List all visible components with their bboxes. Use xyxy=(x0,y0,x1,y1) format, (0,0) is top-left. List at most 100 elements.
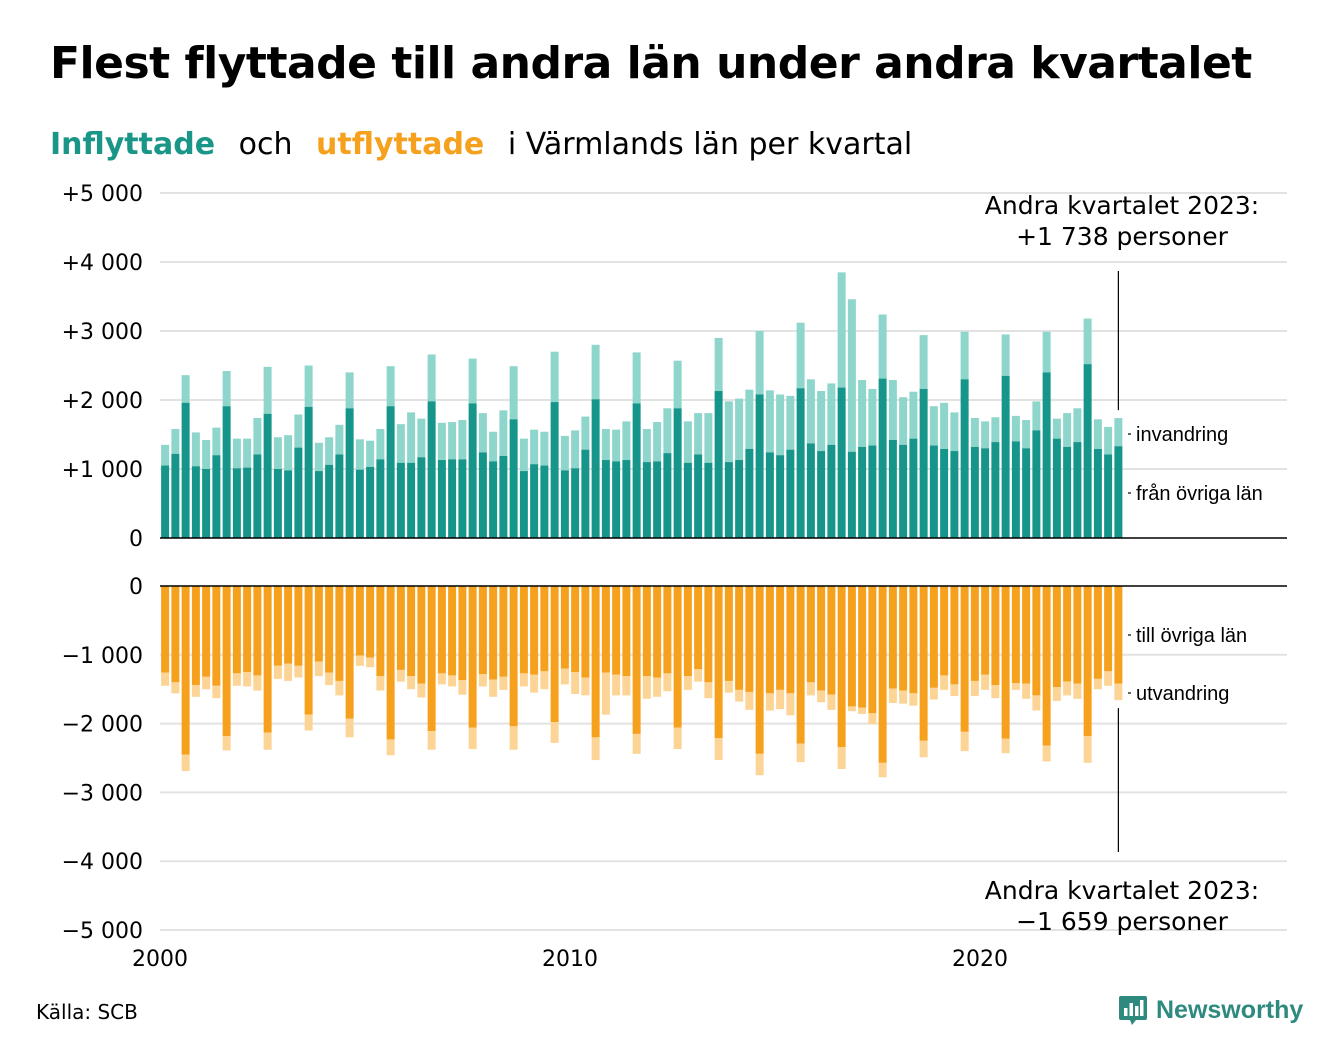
bar-fran-ovriga-lan xyxy=(478,452,487,538)
y-tick-label: −5 000 xyxy=(62,919,143,944)
bar-utvandring xyxy=(314,661,323,677)
bar-utvandring xyxy=(253,675,262,691)
bar-utvandring xyxy=(509,726,518,750)
bar-invandring xyxy=(468,358,477,404)
bar-till-ovriga-lan xyxy=(612,586,621,675)
bar-till-ovriga-lan xyxy=(1083,586,1092,736)
bar-till-ovriga-lan xyxy=(232,586,241,674)
bar-till-ovriga-lan xyxy=(776,586,785,690)
bar-utvandring xyxy=(663,673,672,692)
bar-utvandring xyxy=(755,753,764,776)
bar-utvandring xyxy=(694,669,703,682)
bar-utvandring xyxy=(1083,735,1092,763)
bar-till-ovriga-lan xyxy=(304,586,313,715)
bar-fran-ovriga-lan xyxy=(458,459,467,538)
bar-invandring xyxy=(571,430,580,469)
bar-till-ovriga-lan xyxy=(601,586,610,673)
bar-till-ovriga-lan xyxy=(673,586,682,728)
bar-utvandring xyxy=(991,685,1000,699)
bar-invandring xyxy=(509,366,518,420)
bar-utvandring xyxy=(468,727,477,750)
bar-till-ovriga-lan xyxy=(335,586,344,681)
bar-invandring xyxy=(817,391,826,452)
bar-till-ovriga-lan xyxy=(755,586,764,754)
bar-fran-ovriga-lan xyxy=(663,453,672,538)
bar-till-ovriga-lan xyxy=(888,586,897,689)
bar-fran-ovriga-lan xyxy=(386,406,395,538)
bar-fran-ovriga-lan xyxy=(560,470,569,538)
bar-till-ovriga-lan xyxy=(314,586,323,662)
bar-fran-ovriga-lan xyxy=(1011,441,1020,538)
bar-invandring xyxy=(519,438,528,472)
bar-fran-ovriga-lan xyxy=(704,462,713,538)
bar-till-ovriga-lan xyxy=(1063,586,1072,682)
bar-invandring xyxy=(765,390,774,453)
bar-utvandring xyxy=(263,732,272,750)
bar-invandring xyxy=(181,375,190,403)
bar-invandring xyxy=(745,389,754,449)
bar-fran-ovriga-lan xyxy=(345,408,354,538)
bar-fran-ovriga-lan xyxy=(981,448,990,538)
bar-till-ovriga-lan xyxy=(714,586,723,739)
y-tick-label: −2 000 xyxy=(62,713,143,738)
bar-invandring xyxy=(386,366,395,407)
bar-utvandring xyxy=(284,663,293,681)
bar-invandring xyxy=(191,432,200,467)
bar-invandring xyxy=(653,422,662,462)
bar-invandring xyxy=(314,442,323,472)
bar-utvandring xyxy=(1022,683,1031,699)
bar-utvandring xyxy=(304,714,313,731)
bar-invandring xyxy=(345,372,354,409)
bar-utvandring xyxy=(642,676,651,699)
bar-fran-ovriga-lan xyxy=(940,448,949,538)
bar-fran-ovriga-lan xyxy=(950,451,959,538)
bar-fran-ovriga-lan xyxy=(540,465,549,538)
bar-invandring xyxy=(263,366,272,414)
bar-till-ovriga-lan xyxy=(1011,586,1020,684)
bar-invandring xyxy=(970,417,979,447)
bar-utvandring xyxy=(427,731,436,750)
bar-fran-ovriga-lan xyxy=(960,379,969,538)
bar-till-ovriga-lan xyxy=(355,586,364,656)
bar-utvandring xyxy=(458,680,467,695)
series-label: utvandring xyxy=(1136,683,1229,705)
bar-fran-ovriga-lan xyxy=(468,403,477,538)
bar-till-ovriga-lan xyxy=(448,586,457,676)
y-tick-label: 0 xyxy=(129,527,143,552)
bar-till-ovriga-lan xyxy=(181,586,190,755)
bar-utvandring xyxy=(673,727,682,750)
bar-invandring xyxy=(202,440,211,469)
bar-invandring xyxy=(253,417,262,455)
bar-utvandring xyxy=(827,694,836,710)
bar-utvandring xyxy=(325,672,334,686)
bar-utvandring xyxy=(161,672,170,686)
bar-utvandring xyxy=(181,754,190,772)
bar-fran-ovriga-lan xyxy=(817,451,826,538)
bar-fran-ovriga-lan xyxy=(212,455,221,538)
bar-invandring xyxy=(673,360,682,409)
y-tick-label: −4 000 xyxy=(62,850,143,875)
bar-utvandring xyxy=(560,668,569,685)
bar-invandring xyxy=(376,428,385,460)
bar-utvandring xyxy=(817,690,826,703)
bar-invandring xyxy=(827,383,836,445)
y-tick-label: +2 000 xyxy=(62,389,143,414)
bar-utvandring xyxy=(1052,687,1061,701)
bar-utvandring xyxy=(724,680,733,693)
bar-invandring xyxy=(458,420,467,460)
bar-invandring xyxy=(888,379,897,441)
y-tick-label: −3 000 xyxy=(62,781,143,806)
y-tick-label: +4 000 xyxy=(62,251,143,276)
bar-invandring xyxy=(560,435,569,471)
bar-fran-ovriga-lan xyxy=(171,453,180,538)
bar-till-ovriga-lan xyxy=(1052,586,1061,688)
bar-utvandring xyxy=(683,676,692,690)
bar-invandring xyxy=(847,299,856,452)
bar-invandring xyxy=(940,402,949,449)
bar-utvandring xyxy=(478,674,487,687)
bar-fran-ovriga-lan xyxy=(437,460,446,538)
bar-invandring xyxy=(171,428,180,454)
bar-invandring xyxy=(325,437,334,465)
bar-till-ovriga-lan xyxy=(929,586,938,688)
bar-till-ovriga-lan xyxy=(858,586,867,708)
